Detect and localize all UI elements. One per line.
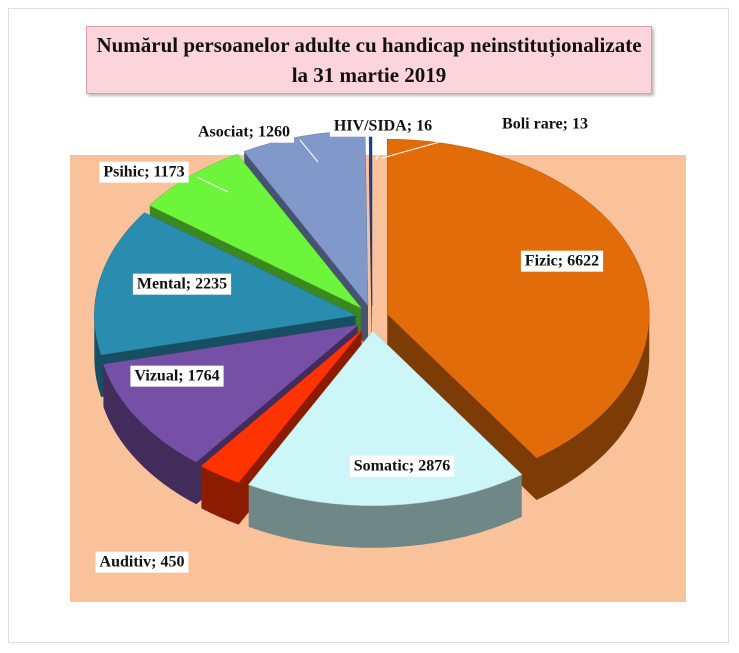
label-box xyxy=(498,113,592,135)
data-label: Auditiv; 450 xyxy=(100,554,185,571)
data-label: Psihic; 1173 xyxy=(103,164,184,181)
frame xyxy=(8,8,729,643)
label-box xyxy=(130,365,224,387)
data-label: HIV/SIDA; 16 xyxy=(334,118,432,135)
label-box xyxy=(99,161,189,183)
data-label: Vizual; 1764 xyxy=(134,368,219,385)
data-label: Fizic; 6622 xyxy=(525,253,599,270)
label-box xyxy=(329,115,437,137)
leader-line xyxy=(381,127,491,159)
slice: Auditiv xyxy=(200,328,364,525)
label-box xyxy=(95,551,189,573)
leader-line xyxy=(299,139,319,163)
slice-top xyxy=(387,138,650,459)
label-box xyxy=(349,455,455,477)
slice-top xyxy=(149,153,362,309)
label-box xyxy=(520,250,604,272)
label-box xyxy=(132,273,232,295)
label-box xyxy=(194,121,294,143)
slice-top xyxy=(102,324,360,463)
chart-title: Numărul persoanelor adulte cu handicap n… xyxy=(86,26,652,94)
leader-line xyxy=(375,139,384,161)
data-label: Boli rare; 13 xyxy=(502,116,588,133)
slice-top xyxy=(200,328,364,483)
data-label: Mental; 2235 xyxy=(137,276,227,293)
data-label: Asociat; 1260 xyxy=(198,124,290,141)
leader-line xyxy=(196,176,229,193)
data-label: Somatic; 2876 xyxy=(354,458,450,475)
